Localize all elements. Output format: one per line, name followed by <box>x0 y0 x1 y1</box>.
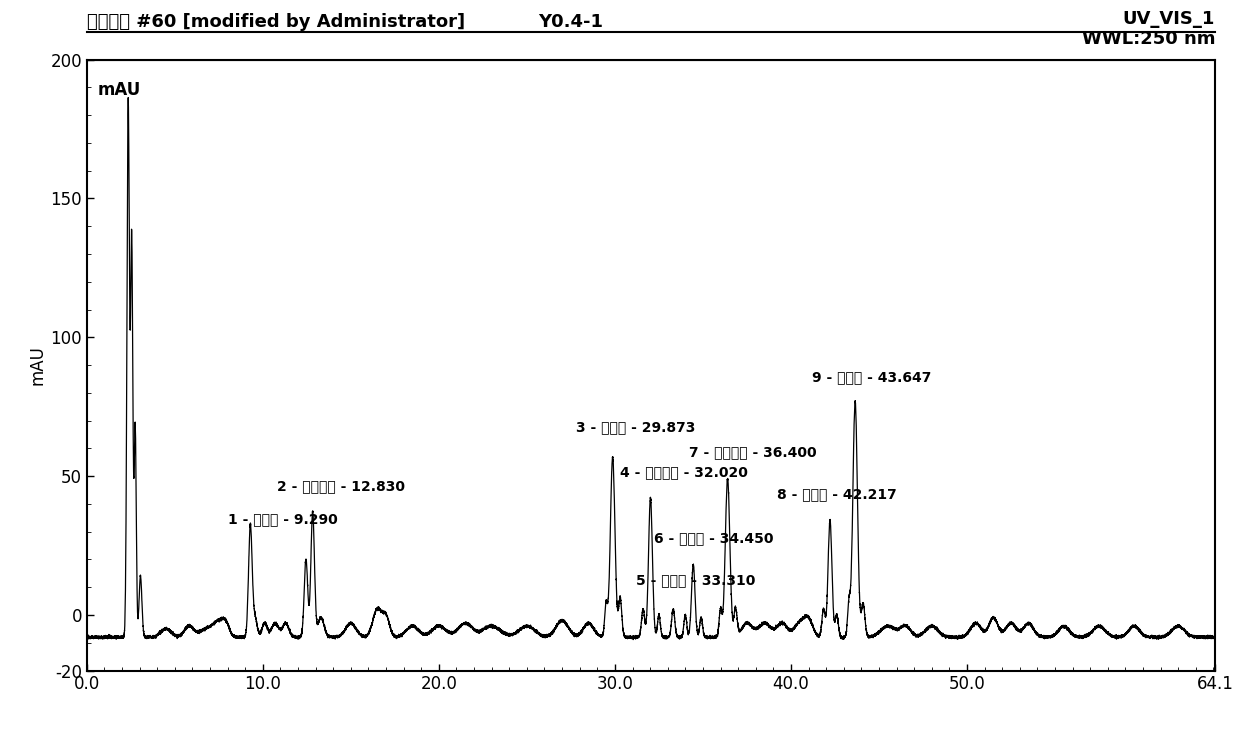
Text: 2 - 西普肥兰 - 12.830: 2 - 西普肥兰 - 12.830 <box>277 479 405 492</box>
Text: WWL:250 nm: WWL:250 nm <box>1081 30 1215 48</box>
Text: 6 - 多赛平 - 34.450: 6 - 多赛平 - 34.450 <box>653 531 774 545</box>
Text: Y0.4-1: Y0.4-1 <box>538 13 603 31</box>
Y-axis label: mAU: mAU <box>29 345 46 385</box>
Text: 8 - 陌硪平 - 42.217: 8 - 陌硪平 - 42.217 <box>777 487 897 501</box>
Text: 1 - 舒必利 - 9.290: 1 - 舒必利 - 9.290 <box>228 512 337 526</box>
Text: 5 - 米氮平 - 33.310: 5 - 米氮平 - 33.310 <box>636 573 755 587</box>
Text: 标外研究 #60 [modified by Administrator]: 标外研究 #60 [modified by Administrator] <box>87 13 465 31</box>
Text: 4 - 奥卡西平 - 32.020: 4 - 奥卡西平 - 32.020 <box>620 465 748 479</box>
Text: 7 - 卡马西平 - 36.400: 7 - 卡马西平 - 36.400 <box>689 446 816 460</box>
Text: 9 - 氯丙嗦 - 43.647: 9 - 氯丙嗦 - 43.647 <box>812 370 931 384</box>
Text: 3 - 奥氮平 - 29.873: 3 - 奥氮平 - 29.873 <box>577 420 696 434</box>
Text: UV_VIS_1: UV_VIS_1 <box>1123 10 1215 28</box>
Text: mAU: mAU <box>98 81 141 99</box>
